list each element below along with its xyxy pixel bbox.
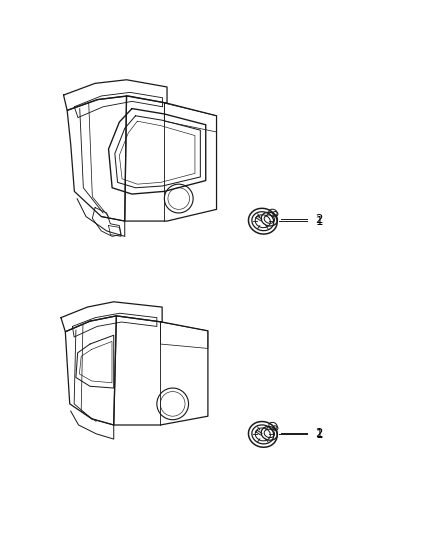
Text: 1: 1 [315, 428, 323, 441]
Text: 2: 2 [315, 427, 323, 440]
Text: 2: 2 [315, 213, 323, 225]
Text: 1: 1 [315, 215, 323, 228]
